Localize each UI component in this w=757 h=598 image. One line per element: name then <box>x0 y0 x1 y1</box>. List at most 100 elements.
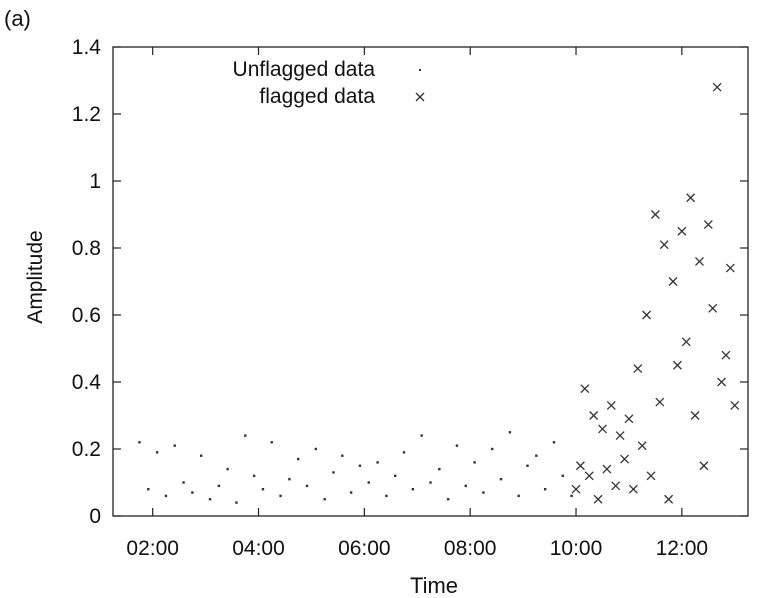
unflagged-point <box>244 434 247 437</box>
y-tick-label: 0.4 <box>72 371 102 394</box>
flagged-point <box>598 424 607 434</box>
flagged-point <box>606 400 616 410</box>
unflagged-point <box>297 457 300 461</box>
flagged-point <box>637 441 647 451</box>
flagged-point <box>580 384 590 394</box>
y-axis-label: Amplitude <box>24 230 47 323</box>
unflagged-point <box>394 474 397 477</box>
unflagged-point <box>305 484 309 488</box>
unflagged-point <box>491 447 494 451</box>
unflagged-point <box>543 488 547 491</box>
unflagged-point <box>182 481 185 484</box>
unflagged-point <box>191 491 194 494</box>
y-tick-label: 0.2 <box>72 438 101 461</box>
y-tick-label: 1.4 <box>72 36 102 59</box>
unflagged-point <box>508 431 512 434</box>
flagged-point <box>624 414 634 424</box>
unflagged-point <box>570 494 573 498</box>
flagged-point <box>681 337 691 347</box>
y-tick-label: 0.6 <box>72 304 101 327</box>
y-tick-label: 1 <box>89 170 101 193</box>
unflagged-point <box>473 461 476 464</box>
x-tick-label: 06:00 <box>338 537 391 560</box>
flagged-point <box>584 471 594 481</box>
unflagged-point <box>517 494 520 498</box>
unflagged-point <box>349 491 353 494</box>
unflagged-point <box>385 494 388 498</box>
unflagged-point <box>173 444 176 447</box>
x-axis: 02:00 04:00 06:00 08:00 10:00 12:00 <box>126 47 708 560</box>
y-axis: 0 0.2 0.4 0.6 0.8 1 1.2 1.4 <box>72 36 748 528</box>
unflagged-point <box>323 498 326 501</box>
unflagged-point <box>438 467 441 471</box>
plot-frame <box>112 46 749 517</box>
flagged-point <box>650 210 660 219</box>
legend-label-unflagged: Unflagged data <box>233 58 376 81</box>
flagged-point <box>642 310 652 320</box>
unflagged-point <box>499 477 503 481</box>
flagged-point <box>725 263 735 273</box>
x-tick-label: 10:00 <box>550 537 603 560</box>
unflagged-point <box>138 441 141 444</box>
flagged-point <box>690 411 700 420</box>
panel-label: (a) <box>4 6 31 31</box>
unflagged-point <box>561 474 564 477</box>
unflagged-point <box>341 454 344 457</box>
flagged-point <box>655 397 665 407</box>
unflagged-point <box>376 461 379 464</box>
flagged-point <box>615 431 625 441</box>
unflagged-point <box>235 501 238 504</box>
flagged-point <box>646 471 656 481</box>
unflagged-point <box>455 444 459 447</box>
flagged-point <box>611 481 621 491</box>
flagged-point <box>712 82 722 92</box>
unflagged-point <box>464 484 467 488</box>
x-tick-label: 02:00 <box>126 537 179 560</box>
x-tick-label: 08:00 <box>444 537 497 560</box>
x-tick-label: 12:00 <box>656 537 709 560</box>
unflagged-point <box>217 484 221 488</box>
legend: Unflagged data flagged data <box>233 58 425 108</box>
unflagged-point <box>411 488 415 491</box>
flagged-point <box>593 494 603 504</box>
flagged-point <box>708 303 718 313</box>
flagged-point <box>589 411 599 420</box>
unflagged-point <box>446 498 450 501</box>
flagged-point <box>633 364 643 374</box>
flagged-point <box>686 193 696 203</box>
flagged-point <box>730 400 740 410</box>
flagged-point <box>695 256 704 266</box>
y-tick-label: 1.2 <box>72 103 101 126</box>
unflagged-point <box>155 451 159 454</box>
flagged-point <box>699 461 709 471</box>
unflagged-point <box>429 481 432 484</box>
unflagged-point <box>526 464 529 467</box>
flagged-point <box>571 484 581 494</box>
unflagged-point <box>358 464 362 467</box>
unflagged-point <box>199 454 203 457</box>
data-points <box>138 82 740 504</box>
unflagged-point <box>226 467 229 471</box>
flagged-point <box>717 377 727 387</box>
unflagged-point <box>261 488 265 491</box>
flagged-point <box>659 240 669 250</box>
flagged-point <box>672 360 682 370</box>
legend-marker-unflagged <box>419 69 421 71</box>
flagged-point <box>628 484 638 494</box>
unflagged-point <box>252 474 256 477</box>
flagged-point <box>620 454 629 464</box>
unflagged-point <box>402 451 406 454</box>
unflagged-point <box>420 434 423 437</box>
y-tick-label: 0.8 <box>72 237 101 260</box>
x-tick-label: 04:00 <box>232 537 285 560</box>
unflagged-point <box>164 494 168 498</box>
legend-marker-flagged <box>415 92 425 102</box>
unflagged-point <box>288 477 291 481</box>
y-tick-label: 0 <box>89 505 101 528</box>
unflagged-point <box>270 441 273 444</box>
flagged-point <box>668 277 678 286</box>
legend-label-flagged: flagged data <box>259 85 375 108</box>
unflagged-point <box>332 471 335 474</box>
unflagged-point <box>208 498 212 501</box>
